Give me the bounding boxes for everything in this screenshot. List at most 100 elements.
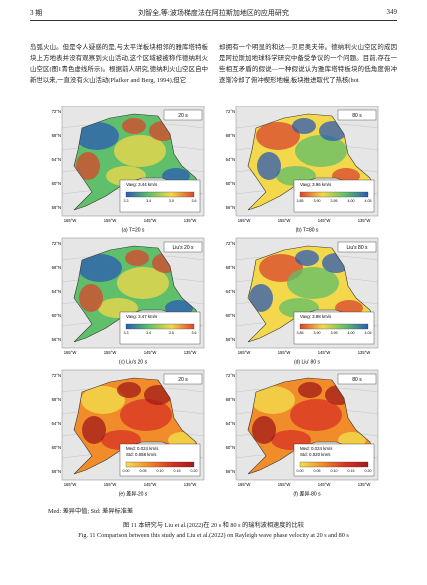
stat-text: Med: 0.024 km/s <box>126 446 159 451</box>
field-blob <box>290 399 342 431</box>
lat-label: 72°N <box>226 373 235 378</box>
stat-box <box>293 443 375 477</box>
field-blob <box>256 122 300 150</box>
lon-label: 155°W <box>104 482 117 487</box>
colorbar-tick: 0.15 <box>348 469 355 473</box>
map: Liu's 20 s Vavg: 3.47 km/s 3.3 3.4 3.5 3.6 <box>61 237 205 349</box>
colorbar-tick: 3.85 <box>297 331 304 335</box>
lon-label: 165°W <box>238 218 251 223</box>
tag-box <box>337 373 377 385</box>
colorbar-tick: 3.6 <box>192 199 197 203</box>
issue: 3 期 <box>30 9 43 17</box>
lat-label: 64°N <box>52 157 61 162</box>
field-blob <box>122 118 146 134</box>
lat-label: 64°N <box>226 157 235 162</box>
stat-text: Std: 0.020 km/s <box>300 452 331 457</box>
lat-label: 60°N <box>52 313 61 318</box>
lon-label: 145°W <box>144 482 157 487</box>
coastline <box>247 377 375 475</box>
stat-text: Vavg: 3.44 km/s <box>126 182 158 187</box>
lat-label: 72°N <box>52 109 61 114</box>
coastline <box>73 245 201 343</box>
coastline <box>247 245 375 343</box>
tag-box <box>163 373 203 385</box>
lon-label: 165°W <box>64 218 77 223</box>
colorbar-tick: 3.5 <box>169 331 174 335</box>
figure: 20 s Vavg: 3.44 km/s 3.3 3.4 3.5 3.6 72°N 68°N 6… <box>52 106 379 497</box>
lat-label: 64°N <box>52 421 61 426</box>
colorbar-tick: 0.10 <box>157 469 164 473</box>
panel-label: (e) 差异-20 s <box>119 490 148 497</box>
coastline <box>73 377 201 475</box>
panel-tag: Liu's 80 s <box>347 245 368 251</box>
panel-label: (b) T=80 s <box>296 227 319 233</box>
lon-label: 135°W <box>184 482 197 487</box>
figure-note: Med: 差异中值; Std: 差异标准差 <box>48 508 134 515</box>
field-blob <box>120 399 172 431</box>
colorbar <box>125 191 195 198</box>
colorbar-tick: 0.20 <box>191 469 198 473</box>
colorbar-tick: 0.00 <box>123 469 130 473</box>
map-panel: Liu's 20 s Vavg: 3.47 km/s 3.3 3.4 3.5 3.6 72°… <box>52 237 205 365</box>
field-blob <box>117 267 169 299</box>
colorbar <box>125 323 195 330</box>
colorbar-tick: 4.00 <box>348 331 355 335</box>
colorbar-tick: 0.20 <box>365 469 372 473</box>
lon-label: 155°W <box>104 350 117 355</box>
colorbar-tick: 0.05 <box>314 469 321 473</box>
colorbar <box>299 323 369 330</box>
lat-label: 56°N <box>226 469 235 474</box>
panel-tag: 20 s <box>178 113 188 119</box>
stat-text: Vavg: 3.47 km/s <box>126 314 158 319</box>
lat-label: 72°N <box>226 241 235 246</box>
running-title: 刘智全,等:波场梯度法在阿拉斯加地区的应用研究 <box>138 9 289 17</box>
stat-text: Std: 0.058 km/s <box>126 452 157 457</box>
body-right: 却拥有一个明显的和达—贝尼奥夫带。德纳利火山空区的成因是阿拉斯加地球科学研究中备… <box>219 44 397 84</box>
field-blob <box>114 135 166 167</box>
lon-label: 155°W <box>278 350 291 355</box>
panel-tag: 80 s <box>352 377 362 383</box>
panel-label: (f) 差异-80 s <box>293 490 321 497</box>
lon-label: 145°W <box>144 218 157 223</box>
lon-label: 165°W <box>238 350 251 355</box>
lon-label: 135°W <box>184 350 197 355</box>
panel-tag: 80 s <box>352 113 362 119</box>
lon-label: 165°W <box>64 482 77 487</box>
lon-label: 165°W <box>238 482 251 487</box>
colorbar <box>299 191 369 198</box>
lon-label: 135°W <box>358 350 371 355</box>
lon-label: 155°W <box>104 218 117 223</box>
lat-label: 68°N <box>52 133 61 138</box>
colorbar <box>299 461 369 468</box>
lat-label: 68°N <box>52 265 61 270</box>
field-blob <box>78 254 122 282</box>
field-blob <box>249 284 273 312</box>
lon-label: 145°W <box>318 482 331 487</box>
lat-label: 68°N <box>226 133 235 138</box>
field-blob <box>298 382 322 398</box>
body-left: 岛弧火山。但是令人疑惑的是,与太平洋板块相邻的雅库塔特板块上方地表并没有观察到火… <box>30 44 208 84</box>
lat-label: 60°N <box>226 181 235 186</box>
field-blob <box>81 386 125 414</box>
colorbar-tick: 3.4 <box>146 199 151 203</box>
field-blob <box>251 386 295 414</box>
field-blob <box>125 250 149 266</box>
lon-label: 165°W <box>64 350 77 355</box>
colorbar-tick: 4.05 <box>365 199 372 203</box>
header-rule <box>30 20 397 21</box>
colorbar-tick: 3.90 <box>314 199 321 203</box>
map-panel: 20 s Vavg: 3.44 km/s 3.3 3.4 3.5 3.6 72°N 68°N 6… <box>52 106 205 233</box>
caption-en: Fig. 11 Comparison between this study an… <box>78 532 349 539</box>
lon-label: 155°W <box>278 218 291 223</box>
lat-label: 60°N <box>226 445 235 450</box>
colorbar-tick: 0.15 <box>174 469 181 473</box>
colorbar-tick: 3.4 <box>146 331 151 335</box>
lon-label: 135°W <box>358 218 371 223</box>
lat-label: 68°N <box>226 265 235 270</box>
panel-label: (d) Liu' 80 s <box>294 359 320 365</box>
field-blob <box>82 416 106 444</box>
colorbar-tick: 3.3 <box>124 199 129 203</box>
